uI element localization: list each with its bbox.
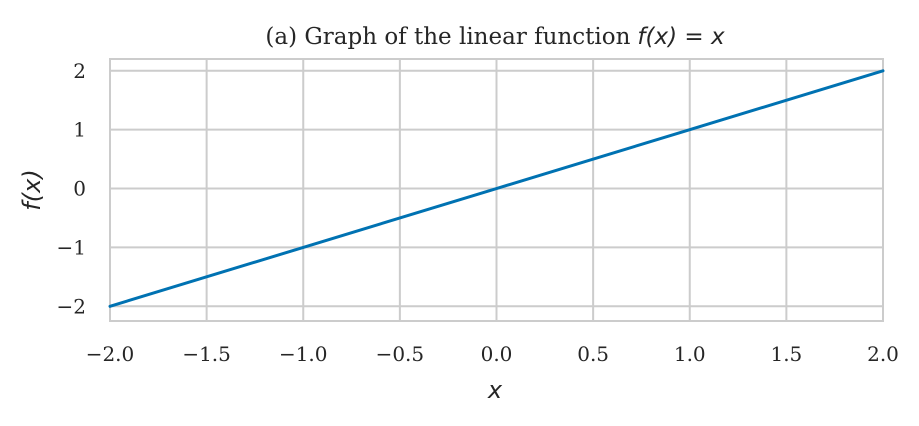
x-tick-label: 0.5 bbox=[577, 342, 609, 366]
series-layer bbox=[108, 69, 885, 308]
y-tick-label: 0 bbox=[73, 177, 86, 201]
x-tick-label: 0.0 bbox=[481, 342, 513, 366]
x-axis-label: x bbox=[487, 376, 503, 404]
chart-title-math: f(x) = x bbox=[637, 24, 725, 50]
y-tick-label: −1 bbox=[57, 235, 86, 259]
chart-title: (a) Graph of the linear function f(x) = x bbox=[265, 24, 725, 50]
plot-frame bbox=[109, 58, 884, 322]
x-tick-label: −2.0 bbox=[86, 342, 135, 366]
x-tick-label: 2.0 bbox=[867, 342, 899, 366]
x-tick-label: 1.0 bbox=[674, 342, 706, 366]
x-tick-label: 1.5 bbox=[770, 342, 802, 366]
series-line bbox=[108, 69, 885, 308]
grid-lines bbox=[109, 59, 884, 321]
y-axis-label: f(x) bbox=[18, 169, 46, 210]
chart-title-text: (a) Graph of the linear function bbox=[265, 24, 630, 50]
x-tick-label: −0.5 bbox=[376, 342, 425, 366]
y-tick-label: 2 bbox=[73, 59, 86, 83]
x-tick-label: −1.0 bbox=[279, 342, 328, 366]
x-tick-label: −1.5 bbox=[182, 342, 231, 366]
y-tick-label: −2 bbox=[57, 294, 86, 318]
y-tick-labels: −2 −1 0 1 2 bbox=[57, 59, 86, 319]
y-tick-label: 1 bbox=[73, 118, 86, 142]
x-tick-labels: −2.0 −1.5 −1.0 −0.5 0.0 0.5 1.0 1.5 2.0 bbox=[86, 342, 899, 366]
